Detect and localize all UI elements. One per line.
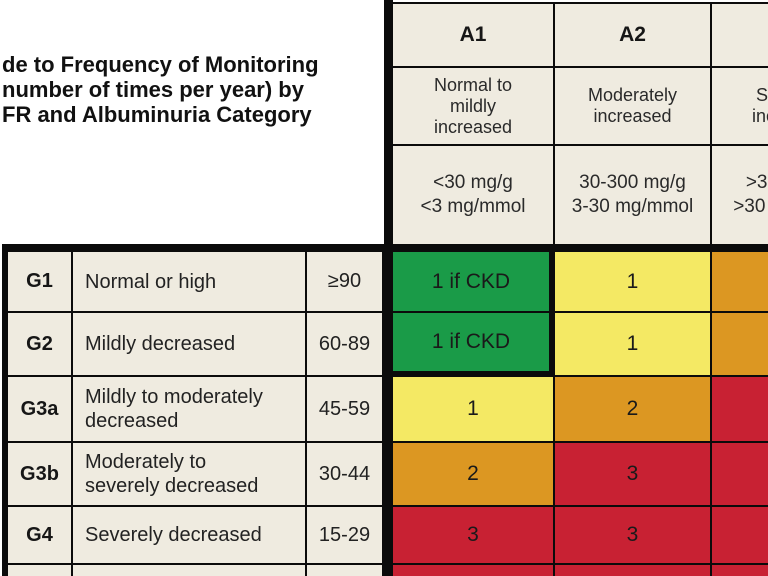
cell-g3a-a2: 2 (555, 377, 712, 443)
albuminuria-a2-range: 30-300 mg/g 3-30 mg/mmol (555, 146, 712, 246)
cell-g4-a2: 3 (555, 507, 712, 565)
gfr-g5-range: <15 (307, 565, 384, 576)
gfr-g1-range: ≥90 (307, 252, 384, 313)
gfr-g4-label: G4 (8, 507, 73, 565)
gfr-g3b-range: 30-44 (307, 443, 384, 507)
cell-g5-a2: 4 (555, 565, 712, 576)
cell-g3b-a2: 3 (555, 443, 712, 507)
gfr-g3a-range: 45-59 (307, 377, 384, 443)
cell-g3b-a3: 3 (712, 443, 768, 507)
cell-g4-a3: 4 (712, 507, 768, 565)
albuminuria-a3-label: A3 (712, 4, 768, 68)
gfr-category-table: G1 Normal or high ≥90 G2 Mildly decrease… (2, 252, 386, 576)
gfr-g3a-label: G3a (8, 377, 73, 443)
gfr-g5-label: G5 (8, 565, 73, 576)
cell-g3a-a3: 3 (712, 377, 768, 443)
gfr-g1-label: G1 (8, 252, 73, 313)
cell-g3a-a1: 1 (393, 377, 555, 443)
albuminuria-header: A1 A2 A3 Normal to mildly increased Mode… (393, 2, 768, 246)
gfr-g2-description: Mildly decreased (73, 313, 307, 377)
albuminuria-a1-range: <30 mg/g <3 mg/mmol (393, 146, 555, 246)
gfr-g3b-description: Moderately to severely decreased (73, 443, 307, 507)
albuminuria-a3-description: Severely increased (712, 68, 768, 146)
cell-g1-a3: 2 (712, 252, 768, 313)
thick-vertical-divider (384, 0, 393, 576)
cell-g2-a2: 1 (555, 313, 712, 377)
albuminuria-a1-label: A1 (393, 4, 555, 68)
gfr-g1-description: Normal or high (73, 252, 307, 313)
thick-horizontal-divider (2, 244, 768, 252)
albuminuria-a1-description: Normal to mildly increased (393, 68, 555, 146)
albuminuria-a3-range: >300 mg/g >30 mg/mmol (712, 146, 768, 246)
chart-title: de to Frequency of Monitoring number of … (2, 52, 319, 127)
cell-g3b-a1: 2 (393, 443, 555, 507)
cell-g1-a2: 1 (555, 252, 712, 313)
cell-g1-a1: 1 if CKD (393, 252, 555, 313)
gfr-g2-range: 60-89 (307, 313, 384, 377)
cell-g2-a1: 1 if CKD (393, 313, 555, 377)
albuminuria-a2-label: A2 (555, 4, 712, 68)
gfr-g3a-description: Mildly to moderately decreased (73, 377, 307, 443)
albuminuria-a2-description: Moderately increased (555, 68, 712, 146)
gfr-g3b-label: G3b (8, 443, 73, 507)
monitoring-frequency-cells: 1 if CKD 1 2 1 if CKD 1 2 1 2 3 2 3 3 3 … (393, 252, 768, 576)
title-line-1: de to Frequency of Monitoring (2, 52, 319, 77)
gfr-g4-description: Severely decreased (73, 507, 307, 565)
title-line-3: FR and Albuminuria Category (2, 102, 312, 127)
gfr-g4-range: 15-29 (307, 507, 384, 565)
gfr-g2-label: G2 (8, 313, 73, 377)
cell-g5-a3: 4 (712, 565, 768, 576)
cell-g4-a1: 3 (393, 507, 555, 565)
title-line-2: number of times per year) by (2, 77, 304, 102)
cell-g2-a3: 2 (712, 313, 768, 377)
gfr-g5-description: Kidney failure (73, 565, 307, 576)
cell-g5-a1: 4 (393, 565, 555, 576)
